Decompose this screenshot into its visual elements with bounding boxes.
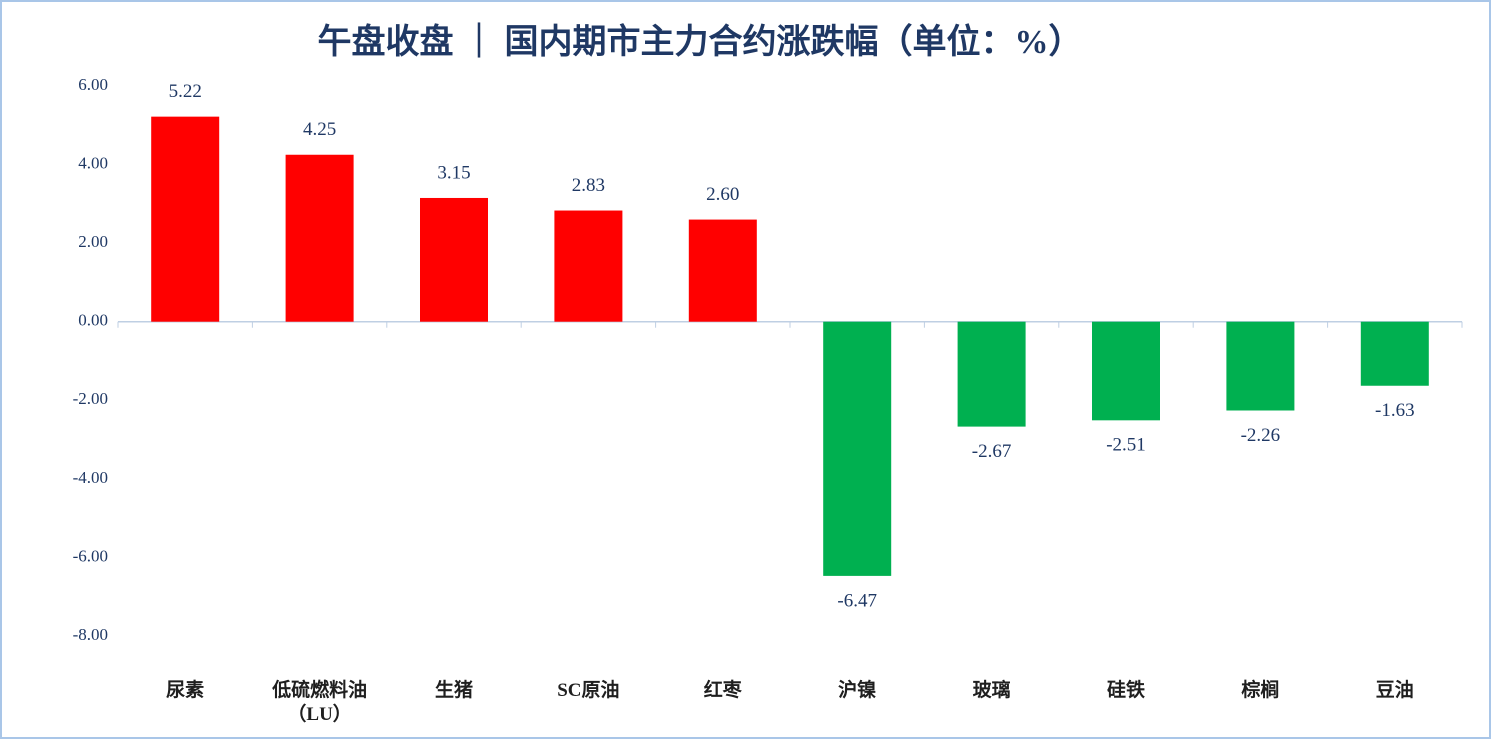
- value-label: 2.60: [706, 184, 739, 205]
- x-tick-label: 玻璃: [972, 680, 1011, 701]
- x-tick-label: SC原油: [557, 680, 620, 701]
- value-label: -2.26: [1241, 425, 1281, 446]
- value-label: 4.25: [303, 119, 336, 140]
- bar: [285, 154, 354, 322]
- x-tick-label: 棕榈: [1241, 680, 1280, 701]
- bar: [1360, 321, 1429, 386]
- y-tick-label: -2.00: [73, 389, 108, 408]
- x-tick-label: 尿素: [166, 680, 205, 701]
- x-tick-label: 红枣: [703, 680, 742, 701]
- y-tick-label: 4.00: [78, 153, 108, 172]
- bar: [688, 219, 757, 322]
- x-tick-label: 硅铁: [1106, 680, 1145, 701]
- value-label: 3.15: [437, 162, 470, 183]
- value-label: -2.67: [972, 441, 1012, 462]
- y-tick-label: 2.00: [78, 232, 108, 251]
- chart-title: 午盘收盘 ｜ 国内期市主力合约涨跌幅（单位：%）: [318, 22, 1083, 61]
- y-tick-label: 6.00: [78, 75, 108, 94]
- value-label: -6.47: [837, 590, 877, 611]
- x-tick-label: 低硫燃料油（LU）: [272, 680, 368, 725]
- bar: [151, 116, 220, 322]
- bar: [554, 210, 623, 322]
- x-tick-label: 豆油: [1375, 680, 1414, 701]
- value-label: -1.63: [1375, 400, 1415, 421]
- bar: [957, 321, 1026, 427]
- y-tick-label: -6.00: [73, 546, 108, 565]
- x-tick-label: 沪镍: [838, 680, 877, 701]
- bar: [420, 197, 488, 322]
- value-label: -2.51: [1106, 435, 1146, 456]
- y-tick-label: 0.00: [78, 311, 108, 330]
- value-label: 2.83: [572, 175, 605, 196]
- bar: [823, 321, 892, 576]
- bar: [1226, 321, 1295, 411]
- y-tick-label: -8.00: [73, 625, 108, 644]
- bar: [1092, 321, 1160, 421]
- x-tick-label: 生猪: [434, 680, 473, 701]
- y-tick-label: -4.00: [73, 468, 108, 487]
- value-label: 5.22: [169, 81, 202, 102]
